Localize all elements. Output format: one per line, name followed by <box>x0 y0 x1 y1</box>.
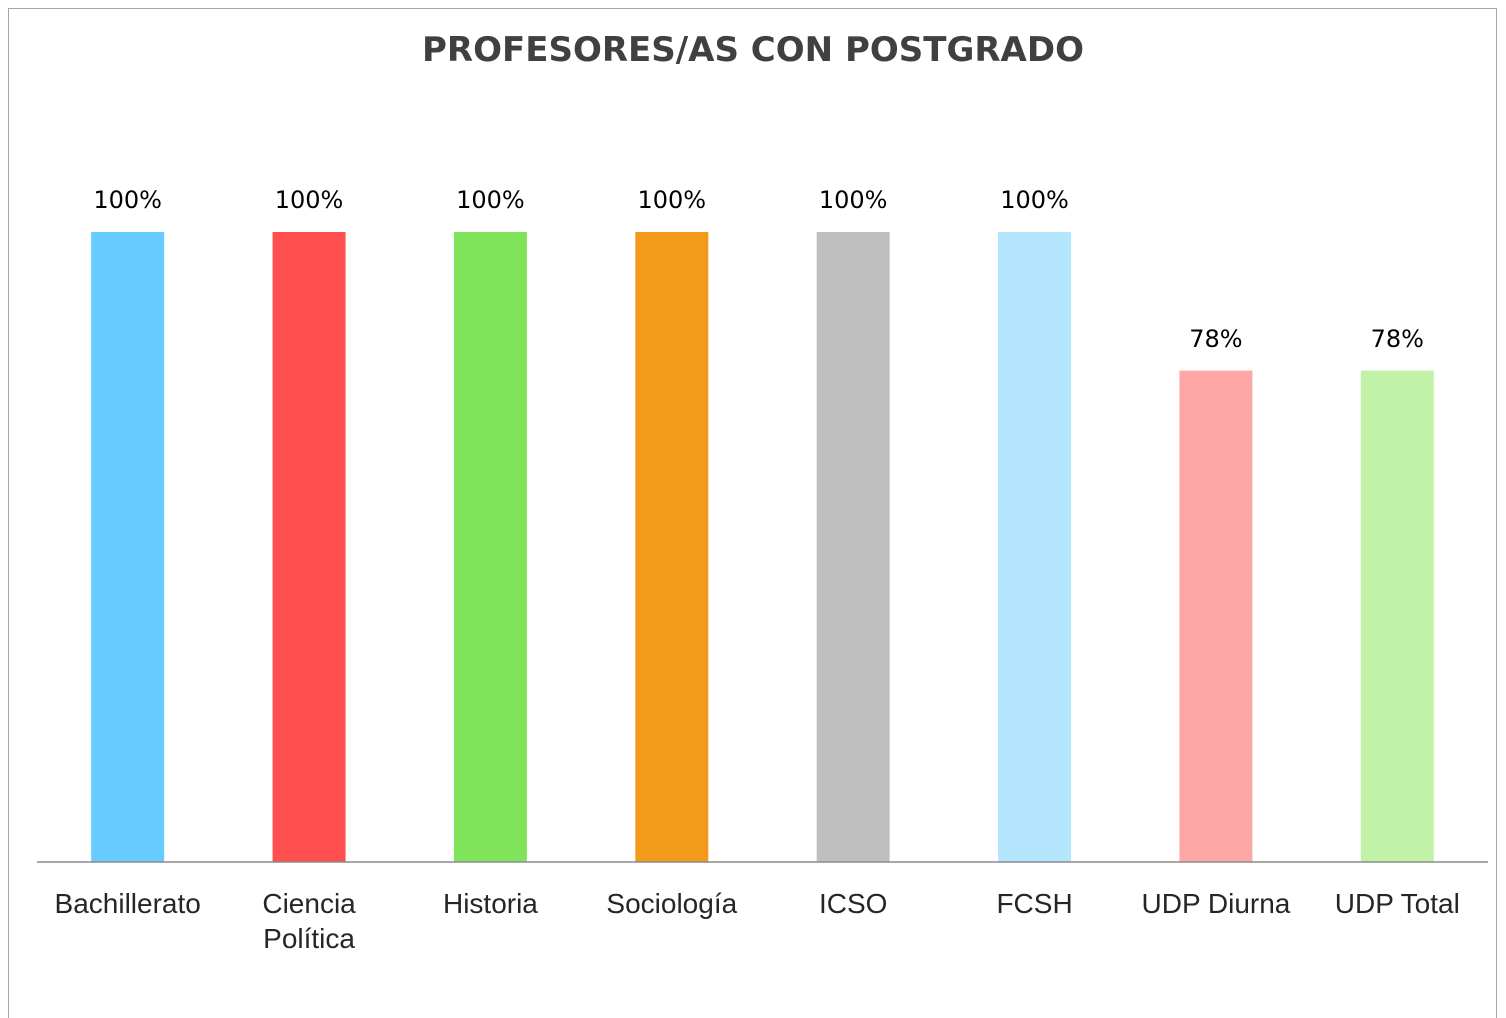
bar <box>91 232 165 862</box>
bar <box>998 232 1072 862</box>
bar <box>1360 370 1434 862</box>
chart-frame <box>8 8 1497 1018</box>
x-tick-label: Sociología <box>606 888 738 919</box>
x-tick-label: FCSH <box>996 888 1073 919</box>
bar <box>272 232 346 862</box>
x-tick-label: ICSO <box>818 888 888 919</box>
value-label: 100% <box>93 186 162 214</box>
x-tick-label: Historia <box>442 888 538 919</box>
value-label: 100% <box>456 186 525 214</box>
x-tick-label: Ciencia Política <box>262 888 356 954</box>
value-label: 100% <box>637 186 707 214</box>
value-label: 78% <box>1189 324 1243 353</box>
bar <box>453 232 527 862</box>
chart-title: PROFESORES/AS CON POSTGRADO <box>422 30 1084 70</box>
bar <box>816 232 890 862</box>
x-tick-label: UDP Diurna <box>1141 888 1291 919</box>
x-tick-label: UDP Total <box>1334 888 1460 919</box>
bar <box>1179 370 1253 862</box>
value-label: 100% <box>818 186 888 214</box>
bar <box>635 232 709 862</box>
value-label: 78% <box>1370 324 1424 353</box>
value-label: 100% <box>1000 186 1069 214</box>
x-tick-label: Bachillerato <box>54 888 201 919</box>
value-label: 100% <box>274 186 344 214</box>
